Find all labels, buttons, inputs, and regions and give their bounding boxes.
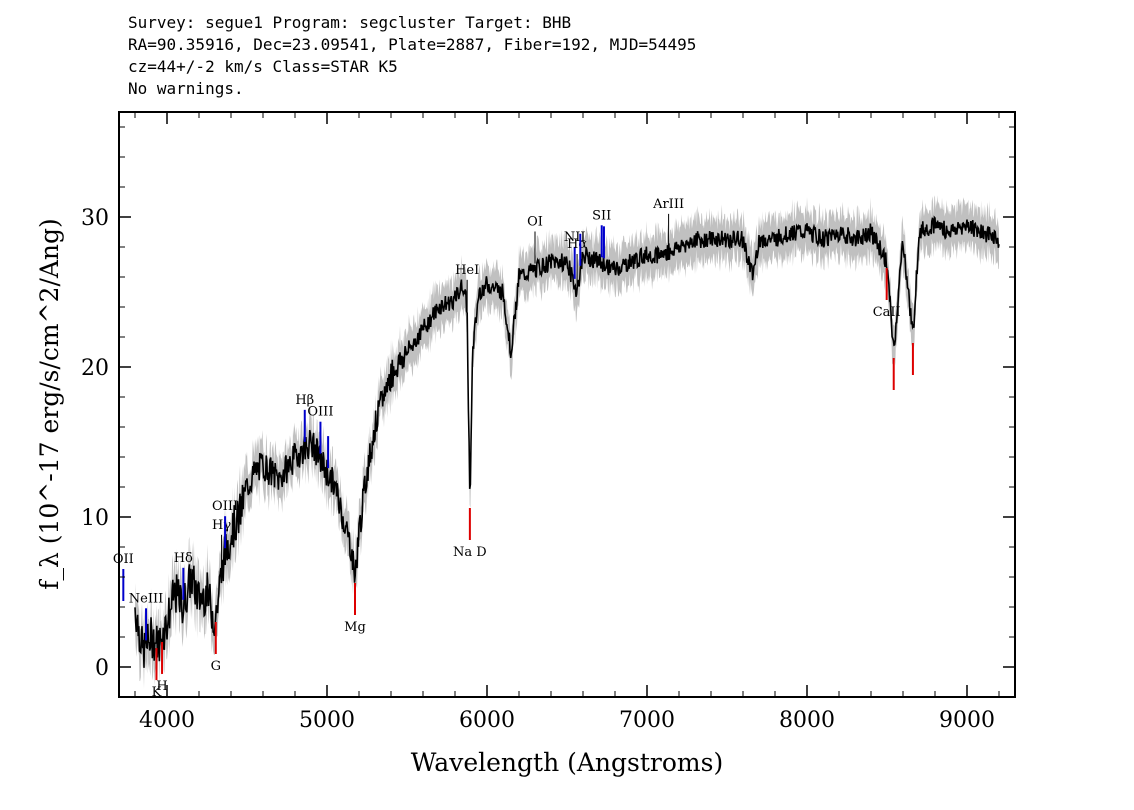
line-marker-label-18: SII — [592, 208, 611, 223]
spectrum-header: Survey: segue1 Program: segcluster Targe… — [128, 12, 696, 100]
line-marker-label-14: OI — [527, 215, 543, 230]
line-marker-label-4: Hδ — [174, 551, 193, 566]
x-tick-label-1: 5000 — [299, 708, 355, 733]
flux-series-line — [134, 215, 1000, 668]
line-marker-label-11: Mg — [344, 620, 366, 635]
plot-frame — [118, 111, 1016, 698]
line-marker-label-6: Hγ — [212, 518, 231, 533]
line-marker-label-3: H — [156, 679, 167, 694]
line-marker-label-2: K — [152, 685, 162, 700]
header-warnings-line: No warnings. — [128, 79, 244, 98]
y-tick-label-2: 20 — [81, 356, 109, 381]
y-axis-title: f_λ (10^-17 erg/s/cm^2/Ang) — [35, 218, 64, 590]
line-marker-label-5: G — [211, 659, 221, 674]
x-tick-label-3: 7000 — [619, 708, 675, 733]
line-marker-label-12: HeI — [455, 263, 479, 278]
line-marker-label-1: NeIII — [129, 591, 163, 606]
x-tick-label-0: 4000 — [139, 708, 195, 733]
x-tick-label-4: 8000 — [779, 708, 835, 733]
line-marker-label-7: OIII — [212, 499, 238, 514]
y-tick-label-1: 10 — [81, 506, 109, 531]
line-marker-label-13: Na D — [453, 545, 487, 560]
x-tick-label-2: 6000 — [459, 708, 515, 733]
line-marker-label-20: ArIII — [652, 197, 684, 212]
line-marker-label-9: OIII — [307, 405, 333, 420]
header-survey-line: Survey: segue1 Program: segcluster Targe… — [128, 13, 572, 32]
error-band — [135, 195, 999, 689]
line-marker-label-0: OII — [113, 552, 134, 567]
y-tick-label-3: 30 — [81, 206, 109, 231]
axes: 4000 5000 6000 7000 8000 9000 0 10 20 30 — [81, 112, 1015, 733]
header-redshift-line: cz=44+/-2 km/s Class=STAR K5 — [128, 57, 398, 76]
y-tick-label-0: 0 — [95, 656, 109, 681]
x-axis-title: Wavelength (Angstroms) — [411, 748, 723, 777]
line-marker-label-21: CaII — [873, 305, 901, 320]
line-marker-label-16: Hα — [567, 237, 587, 252]
header-coordinates-line: RA=90.35916, Dec=23.09541, Plate=2887, F… — [128, 35, 697, 54]
x-tick-label-5: 9000 — [939, 708, 995, 733]
line-marker-label-8: Hβ — [295, 393, 314, 408]
